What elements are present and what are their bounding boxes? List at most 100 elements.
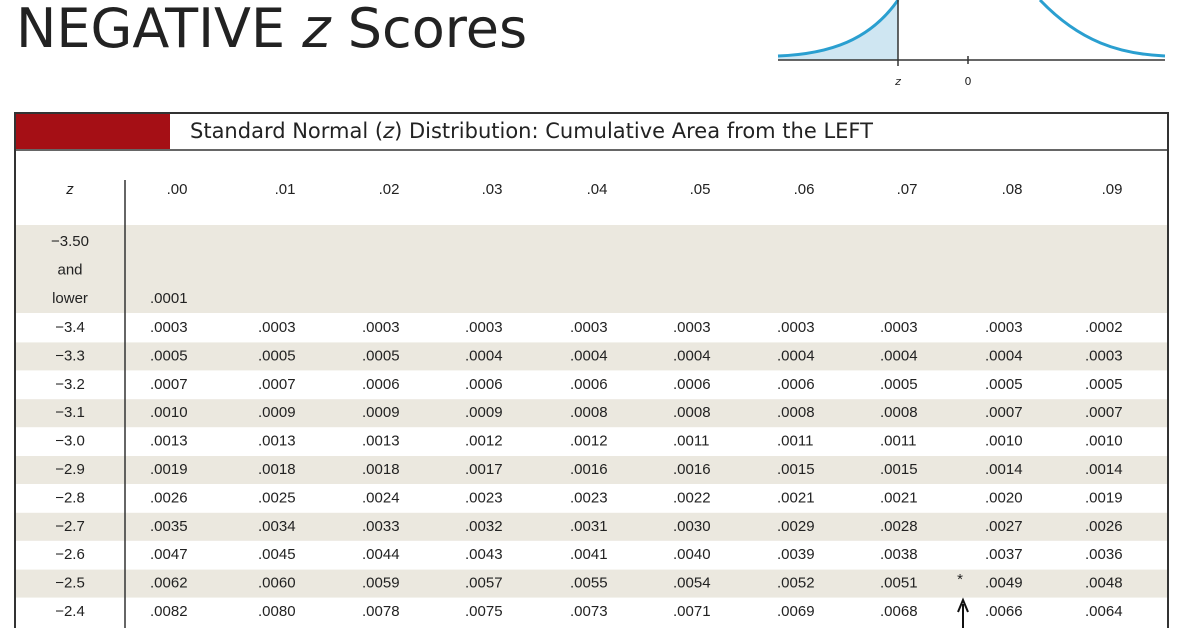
cell-value: .0004 (777, 347, 815, 364)
cell-value: .0011 (777, 433, 813, 450)
cell-value: .0073 (570, 603, 608, 620)
cell-value: .0008 (880, 404, 918, 421)
cell-value: .0005 (1085, 376, 1123, 393)
cell-value: .0054 (673, 575, 711, 592)
cell-value: .0041 (570, 546, 608, 563)
normal-curve: z 0 (777, 0, 1166, 88)
cell-value: .0060 (258, 575, 296, 592)
cell-value: .0020 (985, 489, 1023, 506)
cell-value: .0080 (258, 603, 296, 620)
column-header: .02 (379, 181, 400, 198)
cell-value: .0008 (777, 404, 815, 421)
cell-value: .0025 (258, 489, 296, 506)
cell-value: .0012 (570, 433, 608, 450)
row-shade (16, 399, 1167, 428)
table-body: z .00 .01 .02 .03 .04 .05 .06 .07 .08 .09 −3.50 and l… (16, 181, 1167, 620)
cell-value: .0064 (1085, 603, 1123, 620)
row-shade (16, 225, 125, 313)
cell-value: .0021 (777, 489, 815, 506)
row-label: −2.4 (55, 603, 85, 620)
cell-value: .0011 (880, 433, 916, 450)
curve-label: z (894, 75, 901, 88)
cell-value: .0004 (985, 347, 1023, 364)
row-shade (125, 225, 1167, 313)
cell-value: .0019 (1085, 489, 1123, 506)
shaded-area (778, 0, 898, 60)
cell-value: .0016 (570, 461, 608, 478)
curve-right (1038, 0, 1166, 58)
cell-value: .0005 (150, 347, 188, 364)
cell-value: .0044 (362, 546, 400, 563)
cell-value: .0006 (362, 376, 400, 393)
row-shade (16, 569, 1167, 598)
cell-value: .0007 (150, 376, 188, 393)
cell-value: .0037 (985, 546, 1023, 563)
cell-value: .0007 (258, 376, 296, 393)
cell-value: .0022 (673, 489, 711, 506)
row-label: −3.3 (55, 347, 85, 364)
cell-value: .0003 (880, 319, 918, 336)
cell-value: .0055 (570, 575, 608, 592)
row-label: −3.4 (55, 319, 85, 336)
cell-value: .0019 (150, 461, 188, 478)
cell-value: .0039 (777, 546, 815, 563)
column-header: .07 (897, 181, 918, 198)
cell-value: .0004 (673, 347, 711, 364)
cell-value: .0021 (880, 489, 918, 506)
cell-value: .0003 (465, 319, 503, 336)
cell-value: .0038 (880, 546, 918, 563)
cell-value: .0030 (673, 518, 711, 535)
column-header: .04 (587, 181, 608, 198)
cell-value: .0026 (1085, 518, 1123, 535)
cell-value: .0047 (150, 546, 188, 563)
annotation: * (957, 571, 963, 588)
cell-value: .0078 (362, 603, 400, 620)
cell-value: .0071 (673, 603, 711, 620)
cell-value: .0048 (1085, 575, 1123, 592)
row-label: −2.9 (55, 461, 85, 478)
cell-value: .0003 (570, 319, 608, 336)
row-label: lower (52, 290, 88, 307)
cell-value: .0029 (777, 518, 815, 535)
cell-value: .0004 (465, 347, 503, 364)
cell-value: .0052 (777, 575, 815, 592)
cell-value: .0003 (150, 319, 188, 336)
cell-value: .0040 (673, 546, 711, 563)
caption-part: ) Distribution: Cumulative Area from the… (394, 119, 873, 143)
cell-value: .0006 (570, 376, 608, 393)
row-shade (16, 512, 1167, 541)
cell-value: .0033 (362, 518, 400, 535)
column-header: .03 (482, 181, 503, 198)
cell-value: .0010 (1085, 433, 1123, 450)
cell-value: .0035 (150, 518, 188, 535)
cell-value: .0045 (258, 546, 296, 563)
cell-value: .0005 (880, 376, 918, 393)
cell-value: .0075 (465, 603, 503, 620)
cell-value: .0003 (673, 319, 711, 336)
title-part: NEGATIVE (16, 0, 285, 60)
cell-value: .0004 (570, 347, 608, 364)
cell-value: .0049 (985, 575, 1023, 592)
cell-value: .0006 (777, 376, 815, 393)
cell-value: .0014 (1085, 461, 1123, 478)
cell-value: .0024 (362, 489, 400, 506)
column-header: z (65, 181, 74, 198)
title-part: z (301, 0, 332, 60)
cell-value: .0009 (258, 404, 296, 421)
cell-value: .0011 (673, 433, 709, 450)
column-header: .09 (1102, 181, 1123, 198)
row-shade (16, 456, 1167, 484)
row-label: and (57, 261, 82, 278)
cell-value: .0003 (362, 319, 400, 336)
cell-value: .0014 (985, 461, 1023, 478)
cell-value: .0036 (1085, 546, 1123, 563)
cell-value: .0051 (880, 575, 918, 592)
row-label: −3.1 (55, 404, 85, 421)
curve-label: 0 (965, 75, 972, 88)
cell-value: .0005 (258, 347, 296, 364)
cell-value: .0027 (985, 518, 1023, 535)
cell-value: .0006 (465, 376, 503, 393)
cell-value: .0010 (150, 404, 188, 421)
curve-left (777, 0, 900, 58)
title-part: Scores (348, 0, 527, 60)
